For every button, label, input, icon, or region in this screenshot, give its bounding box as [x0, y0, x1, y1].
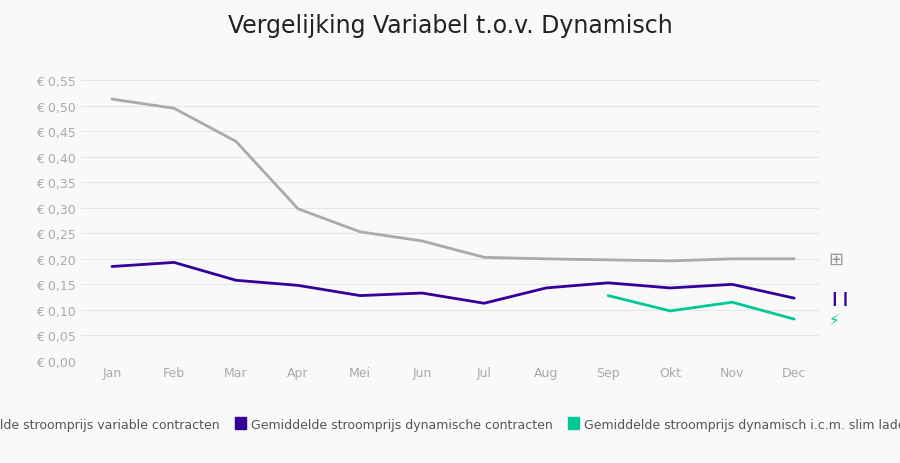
Text: ❙❙: ❙❙: [828, 292, 851, 306]
Text: ⊞: ⊞: [828, 250, 843, 268]
Text: ⚡: ⚡: [828, 312, 839, 327]
Legend: Gemiddelde stroomprijs variable contracten, Gemiddelde stroomprijs dynamische co: Gemiddelde stroomprijs variable contract…: [0, 413, 900, 436]
Title: Vergelijking Variabel t.o.v. Dynamisch: Vergelijking Variabel t.o.v. Dynamisch: [228, 14, 672, 38]
